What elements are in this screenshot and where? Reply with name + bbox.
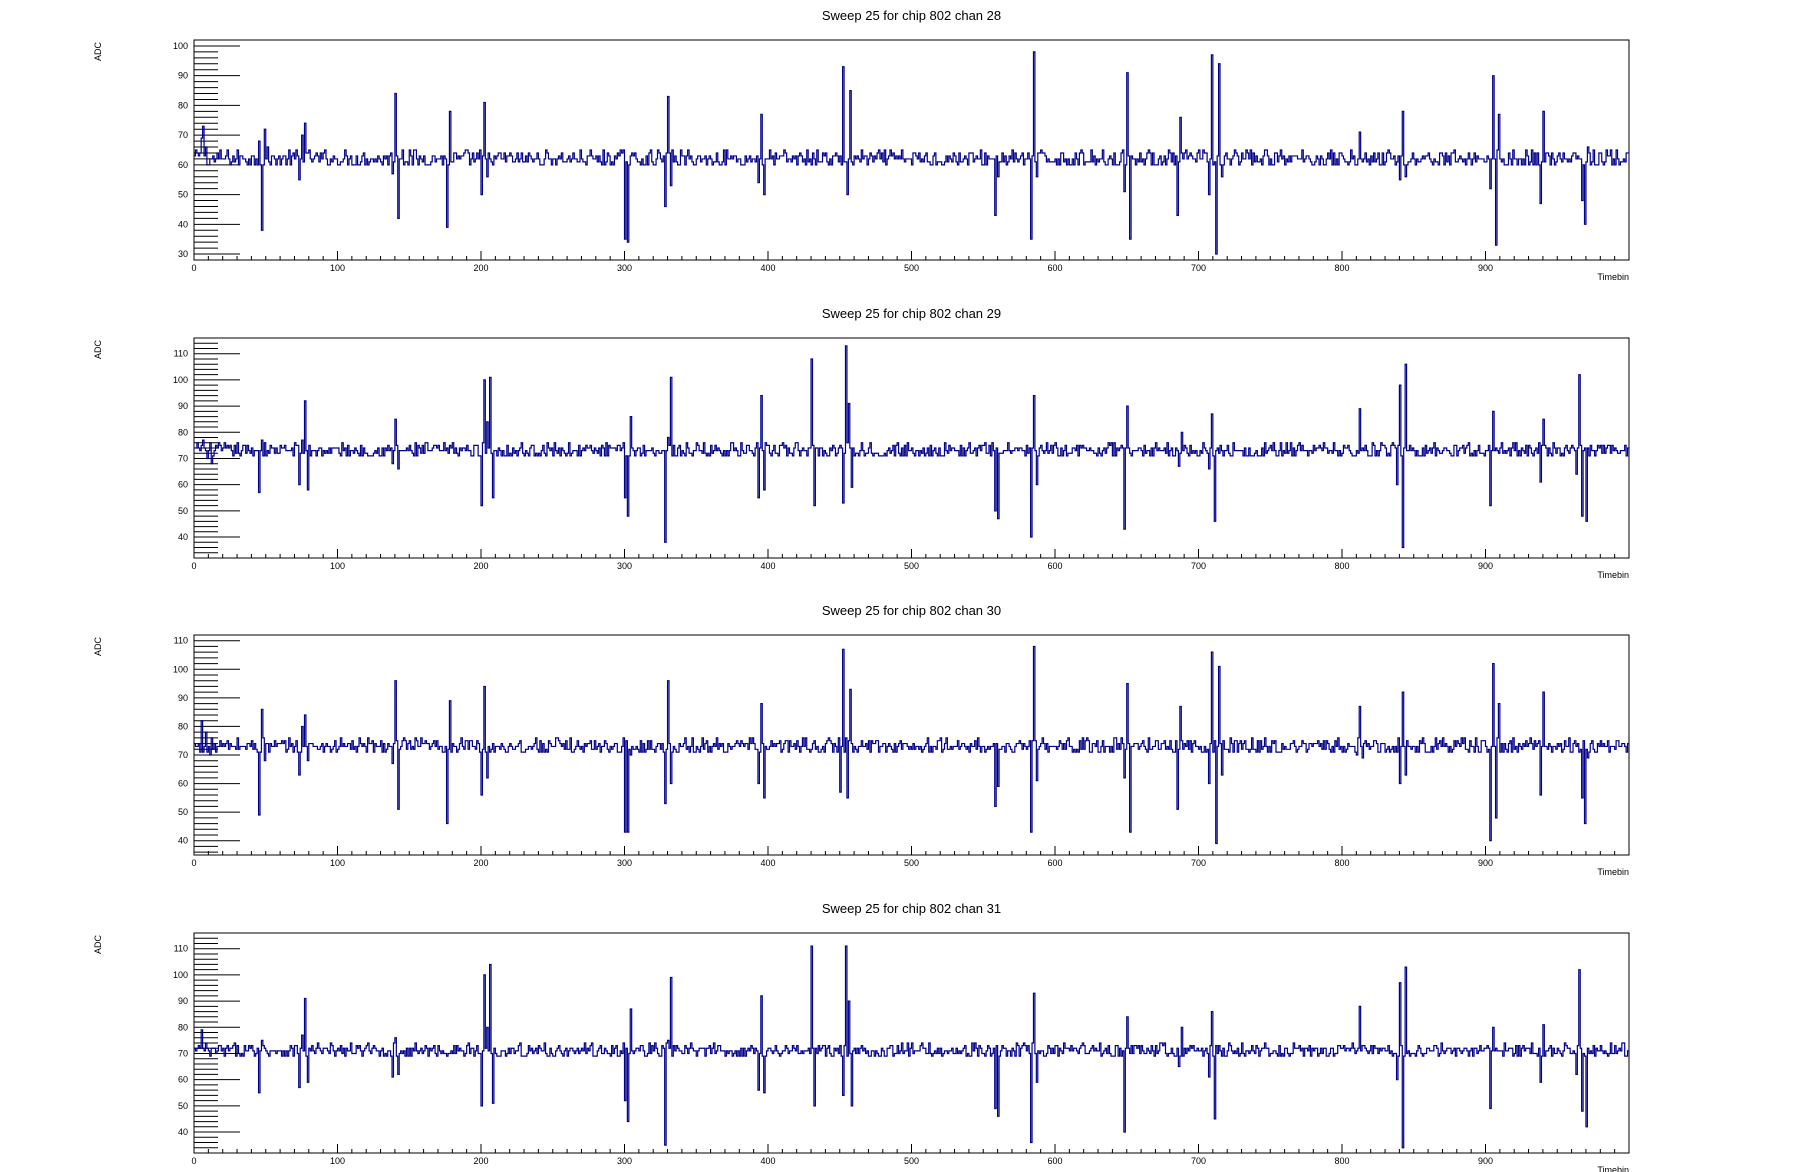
y-axis-label: ADC <box>93 42 103 62</box>
y-tick-label: 90 <box>178 693 188 703</box>
y-tick-label: 60 <box>178 779 188 789</box>
x-axis-label: Timebin <box>1597 272 1629 282</box>
x-tick-label: 400 <box>760 1156 775 1166</box>
chart-panel: Sweep 25 for chip 802 chan 28 ADC Timebin 3… <box>93 8 1630 282</box>
y-tick-label: 70 <box>178 130 188 140</box>
x-tick-label: 600 <box>1047 1156 1062 1166</box>
y-tick-label: 80 <box>178 427 188 437</box>
x-tick-label: 200 <box>473 561 488 571</box>
y-tick-label: 60 <box>178 160 188 170</box>
y-tick-label: 80 <box>178 1022 188 1032</box>
x-tick-label: 300 <box>617 1156 632 1166</box>
x-tick-label: 400 <box>760 858 775 868</box>
chart-panel: Sweep 25 for chip 802 chan 31 ADC Timebin 4… <box>93 901 1630 1172</box>
y-minor-ticks <box>194 634 218 853</box>
chart-title: Sweep 25 for chip 802 chan 28 <box>822 8 1001 23</box>
x-tick-label: 300 <box>617 561 632 571</box>
x-tick-label: 800 <box>1334 263 1349 273</box>
x-tick-label: 800 <box>1334 561 1349 571</box>
x-tick-label: 300 <box>617 858 632 868</box>
y-axis-label: ADC <box>93 637 103 657</box>
x-tick-label: 200 <box>473 1156 488 1166</box>
x-tick-label: 500 <box>904 561 919 571</box>
x-tick-label: 500 <box>904 1156 919 1166</box>
chart-title: Sweep 25 for chip 802 chan 29 <box>822 306 1001 321</box>
plot-frame <box>193 634 1630 856</box>
chart-panel: Sweep 25 for chip 802 chan 30 ADC Timebin 4… <box>93 603 1630 877</box>
x-tick-label: 800 <box>1334 858 1349 868</box>
y-tick-label: 70 <box>178 453 188 463</box>
y-tick-label: 40 <box>178 219 188 229</box>
y-tick-label: 100 <box>173 375 188 385</box>
y-tick-label: 110 <box>174 636 188 646</box>
x-tick-label: 0 <box>191 858 196 868</box>
x-axis-label: Timebin <box>1597 1165 1629 1172</box>
y-tick-label: 70 <box>178 750 188 760</box>
y-axis-label: ADC <box>93 935 103 955</box>
y-tick-label: 50 <box>178 190 188 200</box>
series-line <box>194 645 1629 845</box>
y-tick-label: 30 <box>178 249 188 259</box>
y-tick-label: 40 <box>178 836 188 846</box>
x-tick-label: 700 <box>1191 1156 1206 1166</box>
y-tick-label: 110 <box>174 349 188 359</box>
x-tick-label: 400 <box>760 561 775 571</box>
x-tick-label: 900 <box>1478 263 1493 273</box>
y-tick-label: 100 <box>173 970 188 980</box>
x-tick-label: 600 <box>1047 858 1062 868</box>
x-tick-label: 200 <box>473 263 488 273</box>
x-tick-label: 0 <box>191 1156 196 1166</box>
x-tick-label: 200 <box>473 858 488 868</box>
y-tick-label: 60 <box>178 1075 188 1085</box>
x-tick-label: 700 <box>1191 561 1206 571</box>
x-tick-label: 100 <box>330 858 345 868</box>
x-tick-label: 600 <box>1047 263 1062 273</box>
y-minor-ticks <box>194 337 218 559</box>
y-tick-label: 90 <box>178 71 188 81</box>
y-tick-label: 110 <box>174 944 188 954</box>
chart-title: Sweep 25 for chip 802 chan 31 <box>822 901 1001 916</box>
y-tick-label: 50 <box>178 506 188 516</box>
x-axis-label: Timebin <box>1597 570 1629 580</box>
chart-panel: Sweep 25 for chip 802 chan 29 ADC Timebin 4… <box>93 306 1630 580</box>
y-tick-label: 80 <box>178 100 188 110</box>
series-line <box>194 345 1629 549</box>
x-tick-label: 900 <box>1478 858 1493 868</box>
series-line <box>194 945 1629 1149</box>
x-tick-label: 500 <box>904 263 919 273</box>
x-tick-label: 600 <box>1047 561 1062 571</box>
y-tick-label: 90 <box>178 401 188 411</box>
series-line <box>194 51 1629 255</box>
x-tick-label: 400 <box>760 263 775 273</box>
x-tick-label: 100 <box>330 1156 345 1166</box>
y-tick-label: 100 <box>173 41 188 51</box>
x-tick-label: 500 <box>904 858 919 868</box>
x-tick-label: 300 <box>617 263 632 273</box>
y-tick-label: 100 <box>173 664 188 674</box>
y-tick-label: 50 <box>178 807 188 817</box>
x-tick-label: 0 <box>191 561 196 571</box>
y-minor-ticks <box>194 932 218 1154</box>
y-tick-label: 50 <box>178 1101 188 1111</box>
x-tick-label: 700 <box>1191 858 1206 868</box>
y-tick-label: 70 <box>178 1048 188 1058</box>
chart-title: Sweep 25 for chip 802 chan 30 <box>822 603 1001 618</box>
x-tick-label: 900 <box>1478 1156 1493 1166</box>
x-tick-label: 700 <box>1191 263 1206 273</box>
y-axis-label: ADC <box>93 340 103 360</box>
y-tick-label: 40 <box>178 1127 188 1137</box>
x-tick-label: 800 <box>1334 1156 1349 1166</box>
y-tick-label: 60 <box>178 480 188 490</box>
x-tick-label: 900 <box>1478 561 1493 571</box>
x-tick-label: 100 <box>330 561 345 571</box>
y-tick-label: 80 <box>178 721 188 731</box>
y-minor-ticks <box>194 39 218 261</box>
x-axis-label: Timebin <box>1597 867 1629 877</box>
y-tick-label: 90 <box>178 996 188 1006</box>
y-tick-label: 40 <box>178 532 188 542</box>
x-tick-label: 0 <box>191 263 196 273</box>
x-tick-label: 100 <box>330 263 345 273</box>
